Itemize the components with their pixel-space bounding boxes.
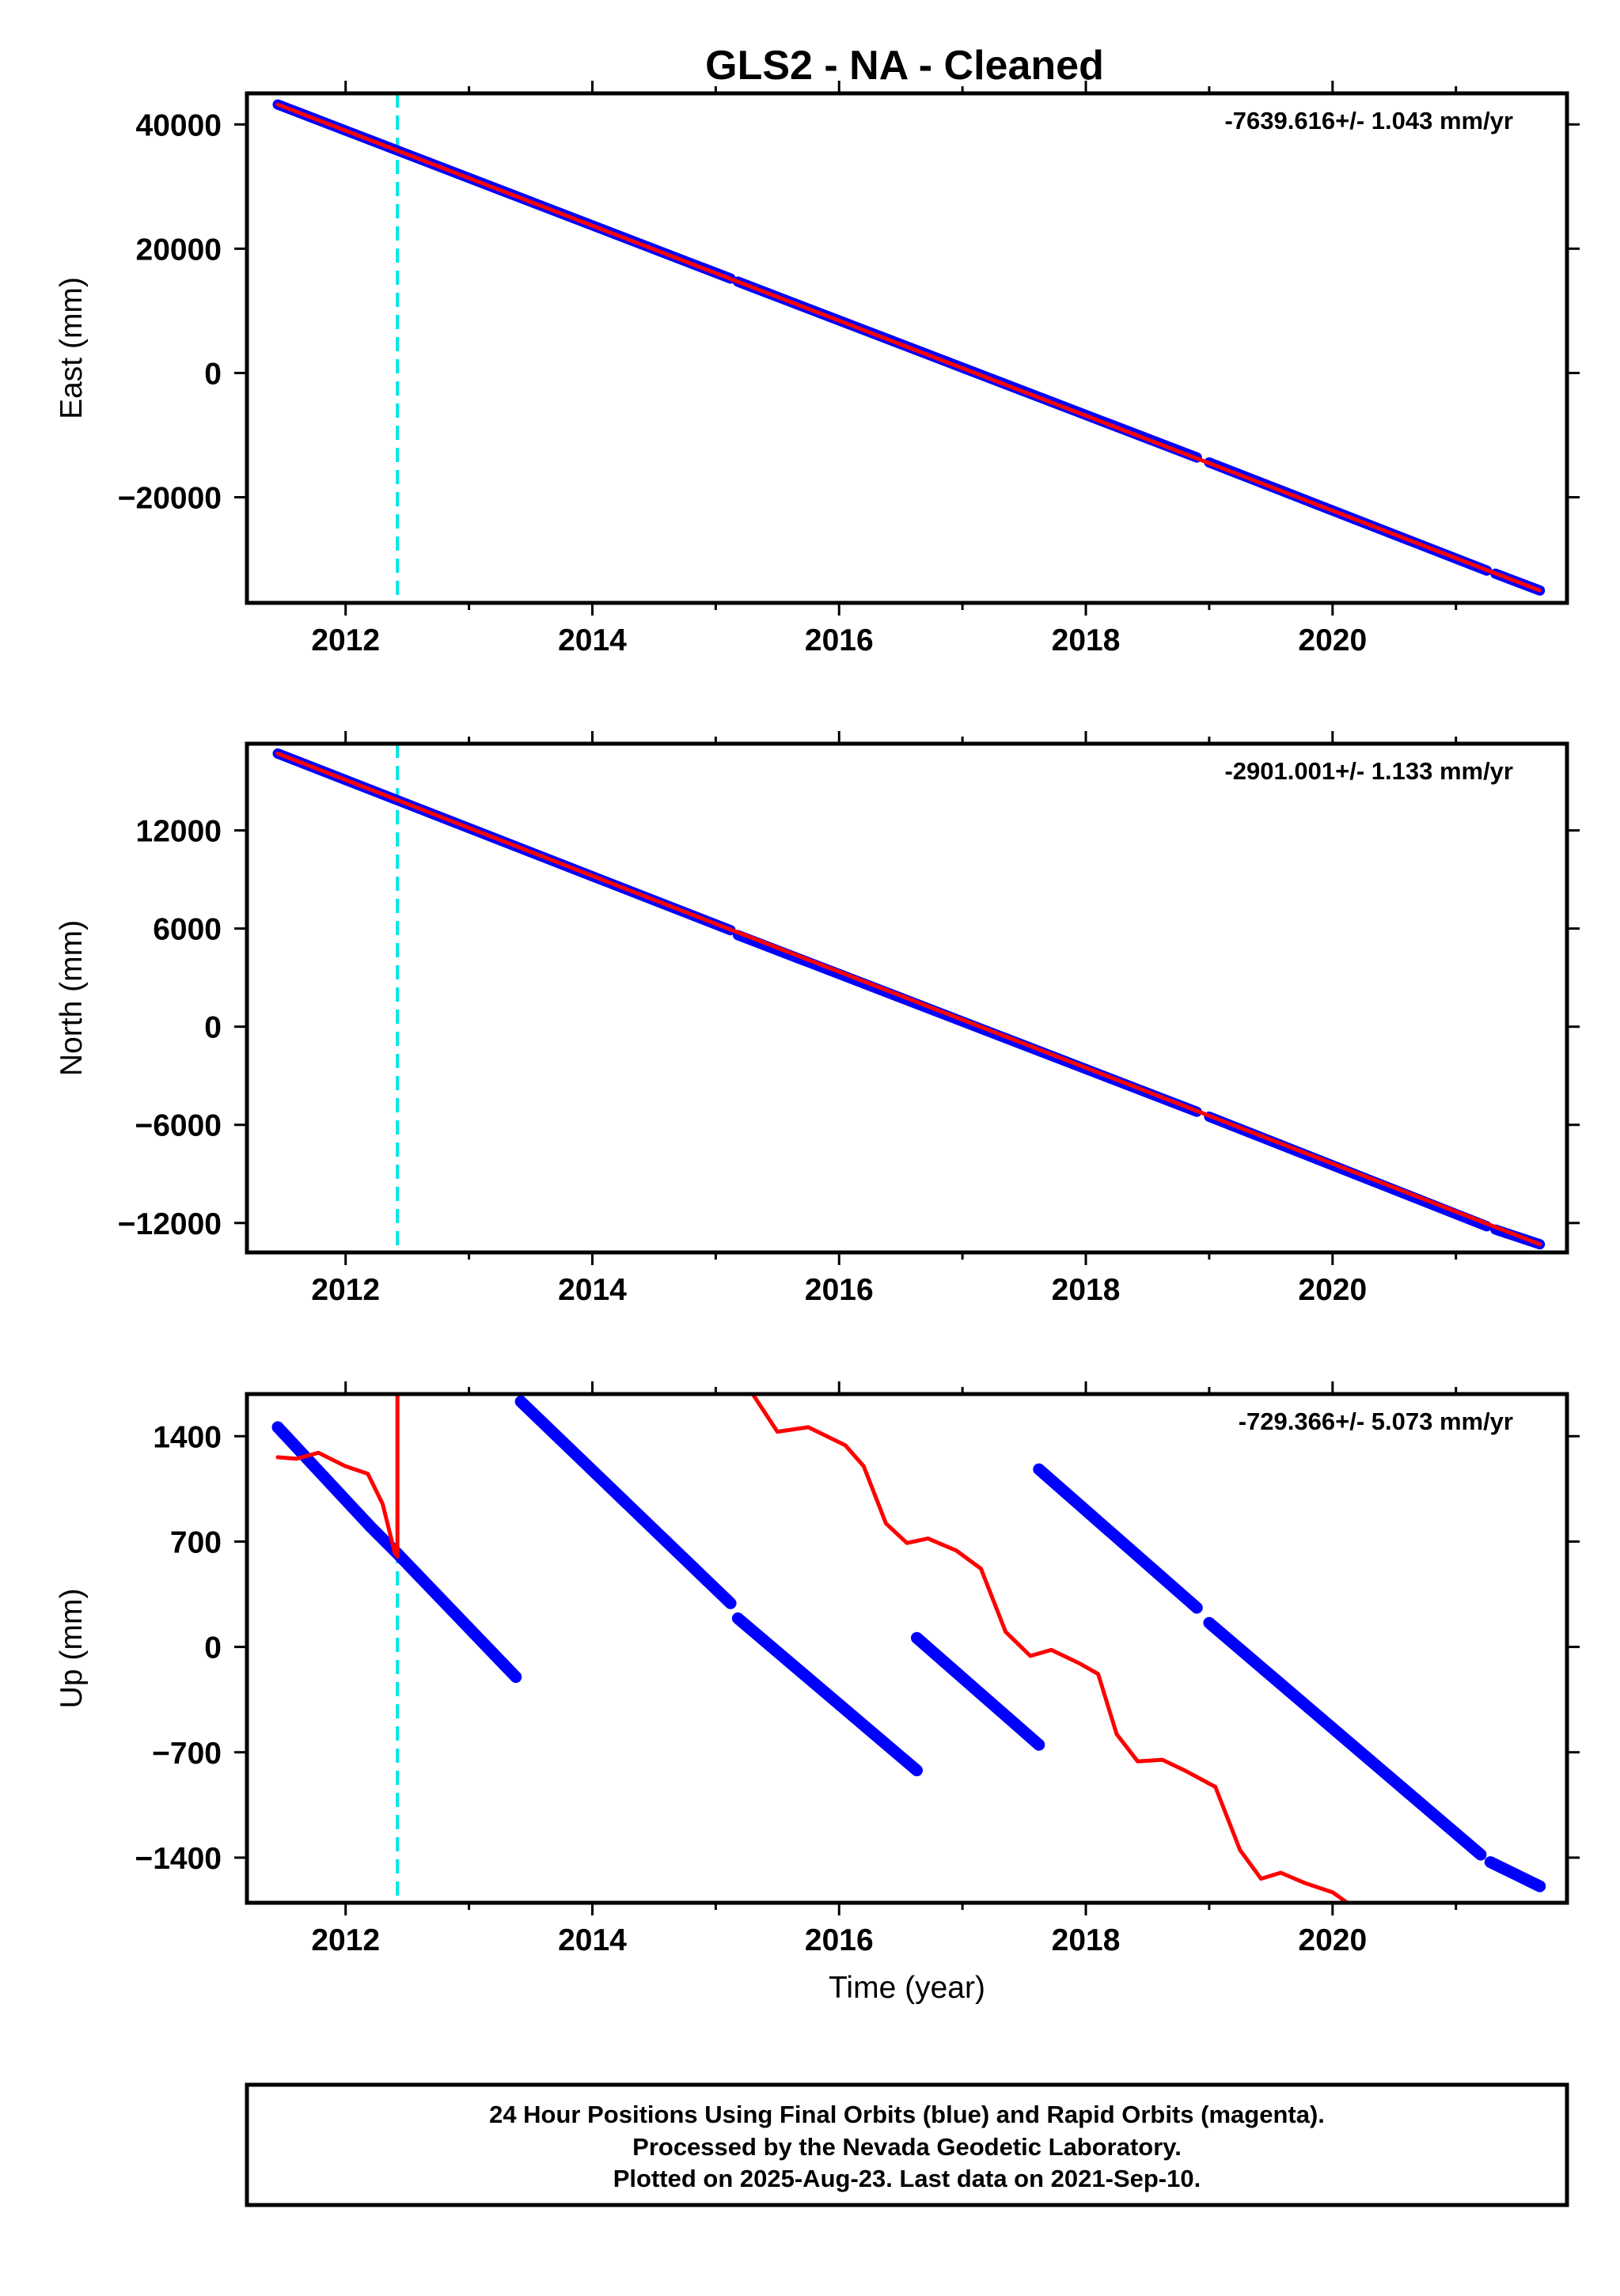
y-axis-label: North (mm) [55,920,89,1076]
final-orbit-series-segment [731,1612,923,1777]
y-tick-label: 12000 [136,815,222,849]
final-orbit-series-segment [1203,1616,1487,1861]
final-orbit-series-segment [911,1631,1045,1751]
plot-frame [245,741,1569,1255]
y-tick-label: 0 [204,357,222,391]
panels: 2012 2014 2016 2018 2020 40000 20000 0 −20000 Eas… [55,81,1580,2005]
x-tick-label: 2012 [311,1923,380,1957]
x-tick-label: 2016 [805,623,874,657]
data-layer [271,1394,1546,1903]
x-axis-label: Time (year) [829,1971,985,2005]
rate-label: -729.366+/- 5.073 mm/yr [1239,1408,1513,1435]
rapid-orbit-series-segment [275,751,1542,1247]
x-tick-label: 2014 [558,623,627,657]
x-tick-label: 2016 [805,1273,874,1307]
y-tick-label: −1400 [135,1842,222,1876]
x-tick-label: 2018 [1052,623,1121,657]
x-tick-label: 2012 [311,623,380,657]
footer-frame [245,2082,1569,2207]
y-axis-label: Up (mm) [55,1589,89,1709]
final-orbit-series-segment [1484,1856,1546,1892]
rapid-orbit-series-segment [750,1394,1349,1903]
panel-3: 2012 2014 2016 2018 2020 1400 700 0 −700 −1400 Up … [55,1381,1580,2005]
x-tick-label: 2020 [1298,623,1367,657]
plot-frame [245,91,1569,605]
y-tick-label: 40000 [136,108,222,142]
chart-title: GLS2 - NA - Cleaned [705,43,1104,89]
panel-1: 2012 2014 2016 2018 2020 40000 20000 0 −20000 Eas… [55,81,1580,657]
rate-label: -2901.001+/- 1.133 mm/yr [1224,757,1513,785]
x-tick-label: 2020 [1298,1923,1367,1957]
footer-line-3: Plotted on 2025-Aug-23. Last data on 202… [613,2165,1201,2192]
y-axis-label: East (mm) [55,277,89,419]
rate-label: -7639.616+/- 1.043 mm/yr [1224,107,1513,135]
y-tick-label: −20000 [118,481,222,515]
y-tick-label: 1400 [153,1420,222,1454]
y-tick-label: −6000 [135,1109,222,1143]
x-tick-label: 2018 [1052,1273,1121,1307]
y-tick-label: 700 [170,1525,222,1559]
footer-line-2: Processed by the Nevada Geodetic Laborat… [632,2133,1182,2161]
footer-box: 24 Hour Positions Using Final Orbits (bl… [245,2082,1569,2207]
final-orbit-series-segment [1033,1463,1203,1614]
x-tick-label: 2012 [311,1273,380,1307]
x-tick-label: 2014 [558,1273,627,1307]
data-layer [272,748,1546,1250]
y-tick-label: 0 [204,1011,222,1045]
rapid-orbit-series-segment [275,1450,397,1556]
x-tick-label: 2020 [1298,1273,1367,1307]
y-tick-label: 20000 [136,233,222,267]
data-layer [272,99,1546,596]
footer-line-1: 24 Hour Positions Using Final Orbits (bl… [489,2101,1325,2128]
y-tick-label: 0 [204,1631,222,1665]
y-tick-label: 6000 [153,913,222,947]
rapid-orbit-series-segment [275,102,1542,593]
final-orbit-series-segment [514,1396,737,1609]
x-tick-label: 2018 [1052,1923,1121,1957]
plot-frame [245,1392,1569,1905]
final-orbit-series-segment [271,1421,522,1684]
y-tick-label: −700 [152,1737,222,1771]
x-tick-label: 2014 [558,1923,627,1957]
panel-2: 2012 2014 2016 2018 2020 12000 6000 0 −6000 −1200… [55,731,1580,1307]
y-tick-label: −12000 [118,1207,222,1241]
x-tick-label: 2016 [805,1923,874,1957]
